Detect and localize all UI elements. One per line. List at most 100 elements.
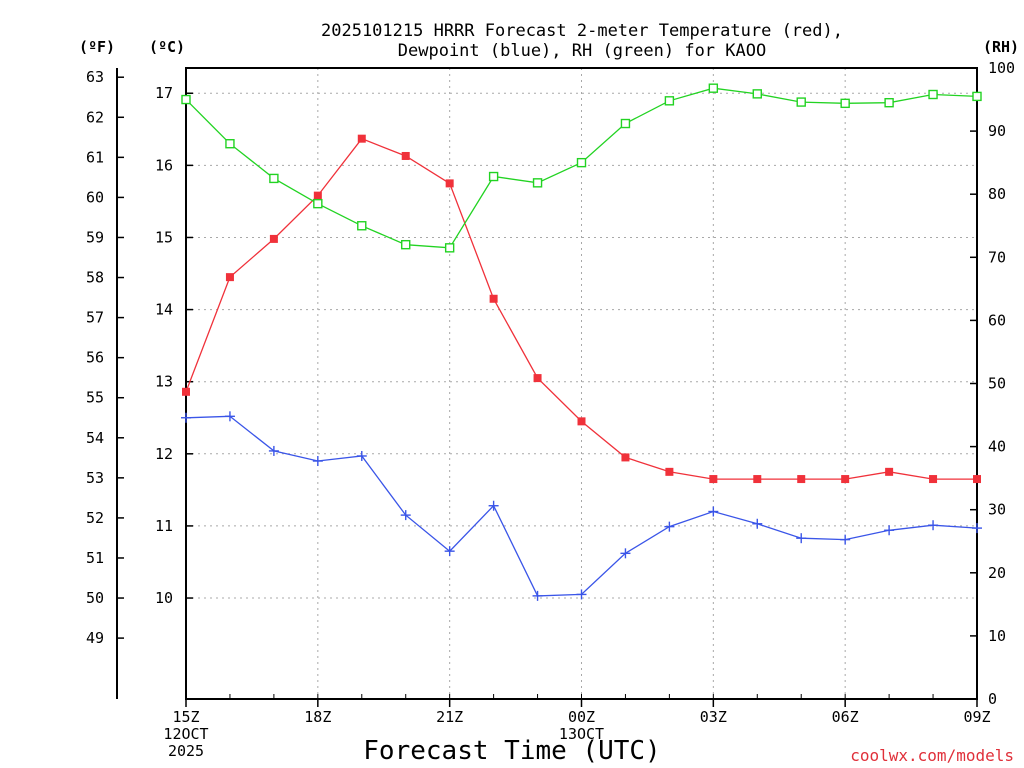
fahrenheit-tick-label: 53 [86, 469, 104, 487]
fahrenheit-tick-label: 60 [86, 188, 104, 206]
rh-point [664, 96, 675, 106]
rh-point [928, 89, 938, 100]
x-tick-label: 21Z [436, 708, 463, 726]
dewpoint-point [576, 589, 587, 600]
dewpoint-point [268, 445, 279, 456]
rh-tick-label: 40 [988, 438, 1006, 456]
rh-line [185, 87, 978, 249]
rh-point [313, 198, 323, 209]
fahrenheit-tick-label: 63 [86, 68, 104, 86]
dewpoint-point [312, 456, 323, 467]
rh-tick-label: 100 [988, 59, 1015, 77]
celsius-tick-label: 14 [155, 301, 173, 319]
rh-point [708, 83, 719, 93]
rh-point [884, 98, 894, 108]
rh-point [620, 118, 631, 129]
rh-point [972, 91, 982, 102]
rh-tick-label: 50 [988, 375, 1006, 393]
2-meter-temperature-point [489, 294, 498, 303]
dewpoint-point [708, 506, 719, 517]
fahrenheit-tick-label: 58 [86, 269, 104, 287]
2-meter-temperature-point [665, 467, 674, 476]
dewpoint-point [224, 411, 235, 422]
tick-labels: 49 50 51 52 53 54 55 56 57 58 59 60 61 62 63 10 11 12 13 14… [86, 59, 1015, 760]
rh-point [181, 94, 191, 105]
dewpoint-point [840, 534, 851, 545]
dewpoint-point [356, 450, 367, 461]
dewpoint-point [488, 500, 499, 511]
rh-point [225, 139, 235, 149]
celsius-tick-label: 11 [155, 517, 173, 535]
2-meter-temperature-point [269, 234, 278, 243]
chart-axes [116, 67, 978, 707]
dewpoint-point [752, 518, 763, 529]
dewpoint-point [884, 525, 895, 536]
2-meter-temperature-point [929, 475, 938, 484]
x-tick-label: 13OCT [559, 725, 604, 743]
rh-tick-label: 80 [988, 185, 1006, 203]
celsius-tick-label: 17 [155, 84, 173, 102]
rh-point [357, 221, 367, 231]
rh-tick-label: 30 [988, 501, 1006, 519]
rh-axis-label: (RH) [983, 38, 1019, 56]
rh-point [444, 243, 455, 253]
2-meter-temperature-point [973, 475, 981, 484]
series-layer [181, 83, 982, 601]
x-tick-label: 03Z [700, 708, 727, 726]
dewpoint-point [181, 412, 191, 423]
x-tick-label: 12OCT [163, 725, 208, 743]
rh-point [488, 171, 499, 182]
rh-point [840, 98, 850, 109]
rh-point [401, 239, 411, 250]
fahrenheit-tick-label: 61 [86, 148, 104, 166]
rh-tick-label: 90 [988, 122, 1006, 140]
fahrenheit-tick-label: 62 [86, 108, 104, 126]
2-meter-temperature-point [797, 475, 806, 484]
celsius-tick-label: 10 [155, 589, 173, 607]
2-meter-temperature-point [885, 467, 894, 476]
2-meter-temperature-point [753, 475, 762, 484]
rh-point [796, 97, 806, 107]
2-meter-temperature-point [841, 475, 850, 484]
celsius-axis-label: (ºC) [149, 38, 185, 56]
2-meter-temperature-point [533, 374, 542, 383]
dewpoint-point [444, 546, 455, 557]
2-meter-temperature-point [225, 273, 234, 282]
fahrenheit-tick-label: 57 [86, 309, 104, 327]
dewpoint-point [972, 523, 982, 534]
x-tick-label: 09Z [963, 708, 990, 726]
rh-tick-label: 0 [988, 690, 997, 708]
celsius-tick-label: 12 [155, 445, 173, 463]
rh-point [752, 89, 762, 99]
rh-tick-label: 70 [988, 248, 1006, 266]
rh-point [576, 157, 587, 168]
dewpoint-point [796, 533, 807, 544]
x-tick-label: 18Z [304, 708, 331, 726]
x-axis-title: Forecast Time (UTC) [363, 736, 660, 766]
rh-tick-label: 10 [988, 627, 1006, 645]
fahrenheit-tick-label: 50 [86, 589, 104, 607]
dewpoint-point [928, 520, 939, 531]
fahrenheit-tick-label: 54 [86, 429, 104, 447]
celsius-tick-label: 13 [155, 373, 173, 391]
x-tick-label: 00Z [568, 708, 595, 726]
fahrenheit-tick-label: 55 [86, 389, 104, 407]
dewpoint-point [532, 590, 543, 601]
fahrenheit-axis-label: (ºF) [79, 38, 115, 56]
celsius-tick-label: 16 [155, 156, 173, 174]
fahrenheit-tick-label: 56 [86, 349, 104, 367]
rh-tick-label: 60 [988, 311, 1006, 329]
rh-tick-label: 20 [988, 564, 1006, 582]
2-meter-temperature-point [577, 417, 586, 426]
x-tick-label: 15Z [172, 708, 199, 726]
fahrenheit-tick-label: 59 [86, 228, 104, 246]
fahrenheit-tick-label: 52 [86, 509, 104, 527]
dewpoint-point [400, 510, 411, 521]
dewpoint-point [620, 548, 631, 559]
rh-point [269, 173, 279, 184]
rh-point [532, 178, 543, 188]
x-tick-label: 2025 [168, 742, 204, 760]
2-meter-temperature-point [445, 179, 454, 188]
x-tick-label: 06Z [832, 708, 859, 726]
chart-title-line-1: 2025101215 HRRR Forecast 2-meter Tempera… [321, 21, 843, 41]
